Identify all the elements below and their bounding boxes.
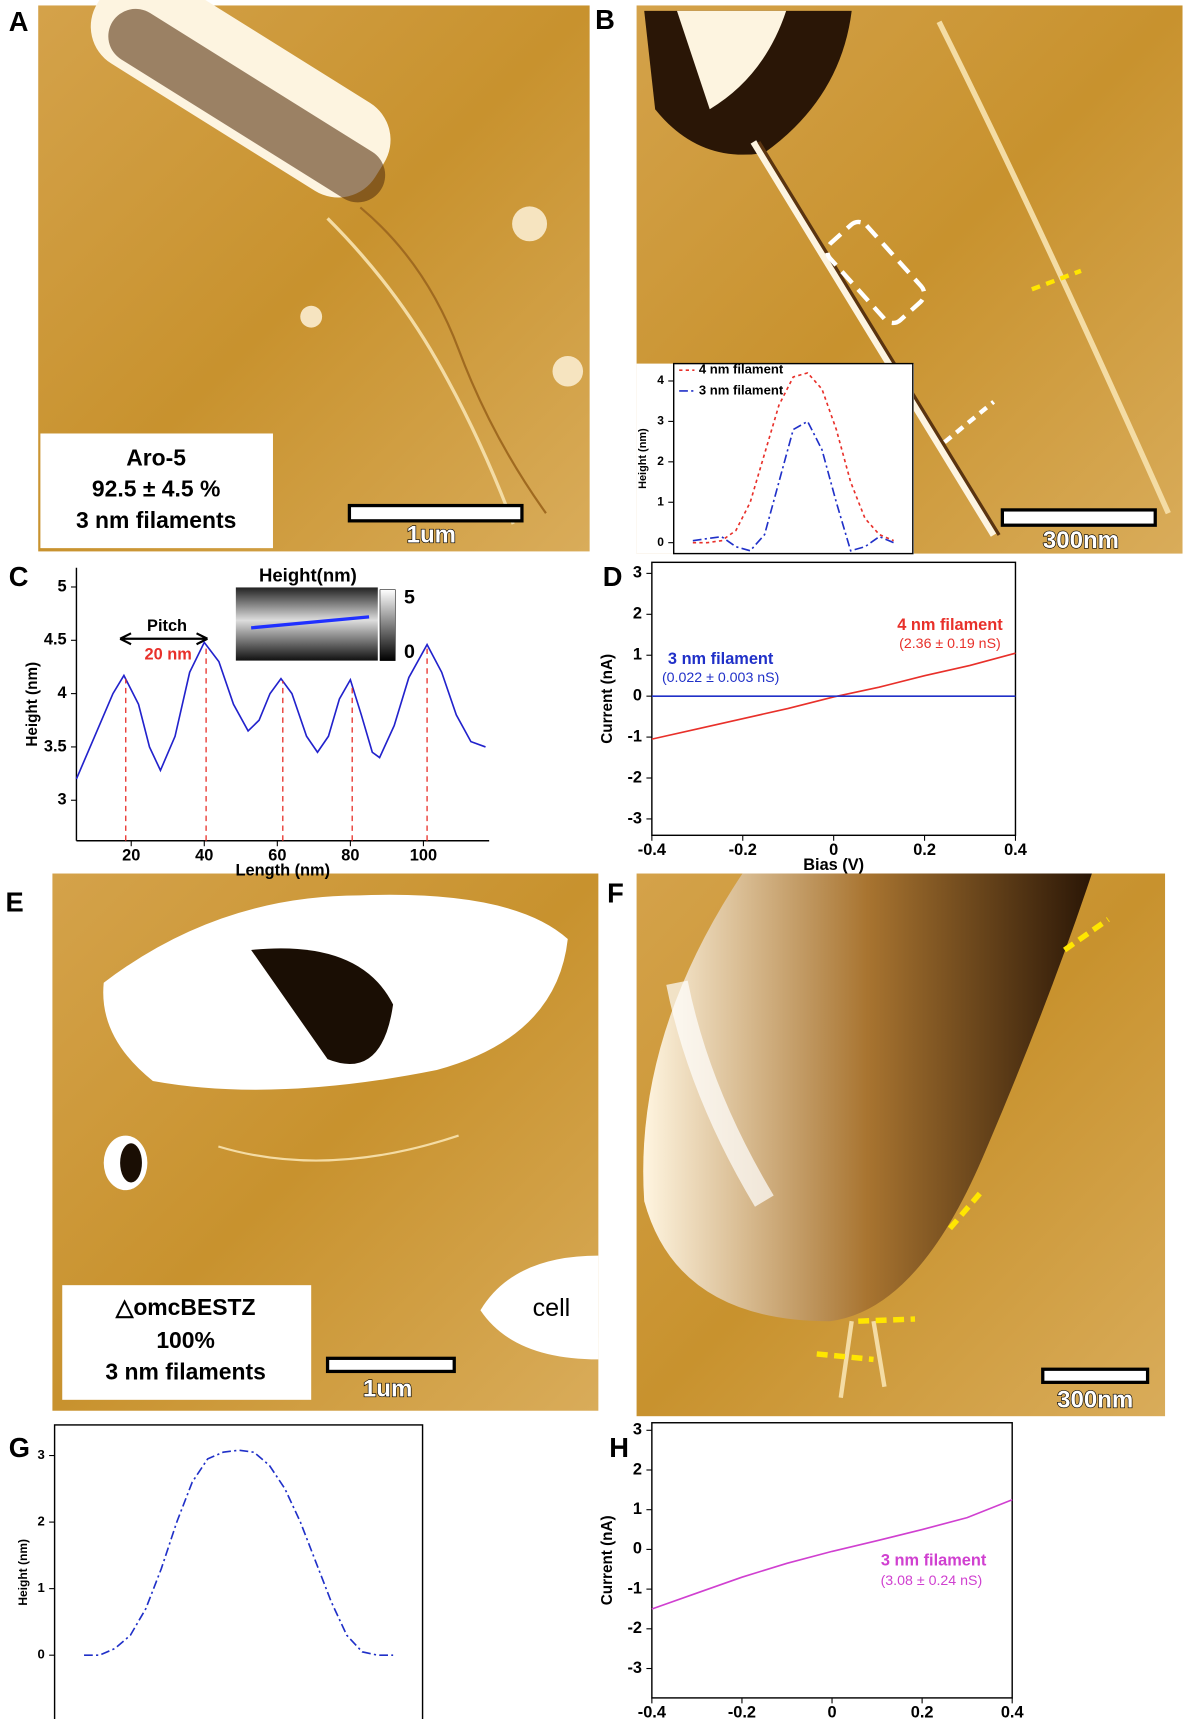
panel-letter: E [5,886,23,917]
y-tick-label: -3 [627,1659,642,1677]
y-tick-label: -2 [627,768,642,786]
panel-label: △omcBESTZ [115,1294,256,1320]
x-tick-label: 0.2 [911,1704,934,1719]
x-tick-label: -0.2 [728,1704,756,1719]
y-tick-label: 0 [37,1647,44,1662]
panel-letter: D [603,561,623,592]
y-tick-label: 3.5 [44,737,67,755]
y-tick-label: 1 [633,646,642,664]
y-tick-label: 3 [633,564,642,582]
y-axis-label: Current (nA) [599,1515,616,1605]
y-tick-label: 0 [633,1540,642,1558]
legend-label: 3 nm filament [699,382,784,397]
y-tick-label: 2 [633,605,642,623]
y-tick-label: 1 [633,1500,642,1518]
y-tick-label: 3 [57,791,66,809]
series-line [84,1450,393,1655]
y-tick-label: -3 [627,809,642,827]
x-tick-label: 40 [195,846,213,864]
panel-label: 92.5 ± 4.5 % [92,475,220,501]
series-line [76,642,485,778]
series-label: 4 nm filament [897,616,1003,634]
series-label: 3 nm filament [881,1552,987,1570]
y-tick-label: 2 [657,454,664,468]
x-tick-label: 20 [122,846,140,864]
series-note: (3.08 ± 0.24 nS) [881,1573,983,1589]
cell-label: cell [533,1294,571,1322]
x-tick-label: 0.4 [1001,1704,1025,1719]
x-tick-label: 0.4 [1004,841,1028,859]
panel-letter: H [609,1432,629,1463]
annotation: 20 nm [145,645,192,663]
y-tick-label: 5 [57,577,66,595]
scale-bar-label: 1um [407,521,456,548]
afm-image-b [637,5,1183,553]
y-tick-label: 0 [633,686,642,704]
y-axis-label: Height (nm) [637,428,649,489]
panel-letter: G [9,1432,30,1463]
y-tick-label: 3 [633,1421,642,1439]
panel-letter: F [607,878,624,909]
y-tick-label: -2 [627,1619,642,1637]
y-axis-label: Height (nm) [24,662,41,747]
series-label: 3 nm filament [668,650,774,668]
y-tick-label: 1 [37,1580,44,1595]
plot-frame [55,1425,423,1719]
scale-bar-label: 300nm [1057,1386,1133,1413]
colorbar-tick: 5 [404,587,415,609]
y-tick-label: 3 [37,1447,44,1462]
x-tick-label: -0.4 [638,1704,667,1719]
series-note: (2.36 ± 0.19 nS) [899,636,1001,652]
y-tick-label: -1 [627,727,642,745]
y-tick-label: 1 [657,494,664,508]
scale-bar-label: 1um [363,1375,412,1402]
x-tick-label: 0 [827,1704,836,1719]
y-axis-label: Height (nm) [16,1539,30,1606]
inset-title: Height(nm) [259,564,357,585]
x-axis-label: Length (nm) [236,862,331,880]
scale-bar-label: 300nm [1043,527,1119,554]
figure: A Aro-5 92.5 ± 4.5 % 3 nm filaments 1um … [0,0,1188,1719]
panel-label: 3 nm filaments [76,507,236,533]
x-tick-label: 100 [410,846,437,864]
panel-label: 100% [156,1327,215,1353]
panel-letter: C [9,561,29,592]
y-tick-label: 2 [633,1460,642,1478]
panel-letter: A [9,6,29,37]
x-axis-label: Bias (V) [803,856,864,874]
x-tick-label: 0.2 [913,841,936,859]
panel-label: Aro-5 [126,445,186,471]
annotation: Pitch [147,617,187,635]
y-tick-label: 3 [657,414,664,428]
panel-label: 3 nm filaments [105,1359,265,1385]
legend-label: 4 nm filament [699,362,784,377]
x-tick-label: -0.4 [638,841,667,859]
colorbar-tick: 0 [404,641,415,663]
afm-image-e [52,874,598,1411]
x-tick-label: 80 [341,846,359,864]
chart: 0 1 2 3 Height (nm) [16,1425,422,1719]
y-tick-label: 4 [657,373,664,387]
y-tick-label: 0 [657,535,664,549]
afm-image-f [637,874,1165,1417]
x-tick-label: -0.2 [729,841,757,859]
plot-frame [652,562,1016,835]
panel-letter: B [595,4,615,35]
afm-image-a [38,0,589,551]
figure-body: A Aro-5 92.5 ± 4.5 % 3 nm filaments 1um … [5,0,1182,1719]
y-tick-label: -1 [627,1579,642,1597]
y-tick-label: 4 [57,684,67,702]
y-tick-label: 4.5 [44,631,67,649]
series-note: (0.022 ± 0.003 nS) [662,670,779,686]
colorbar [380,590,395,661]
y-tick-label: 2 [37,1514,44,1529]
y-axis-label: Current (nA) [599,654,616,744]
